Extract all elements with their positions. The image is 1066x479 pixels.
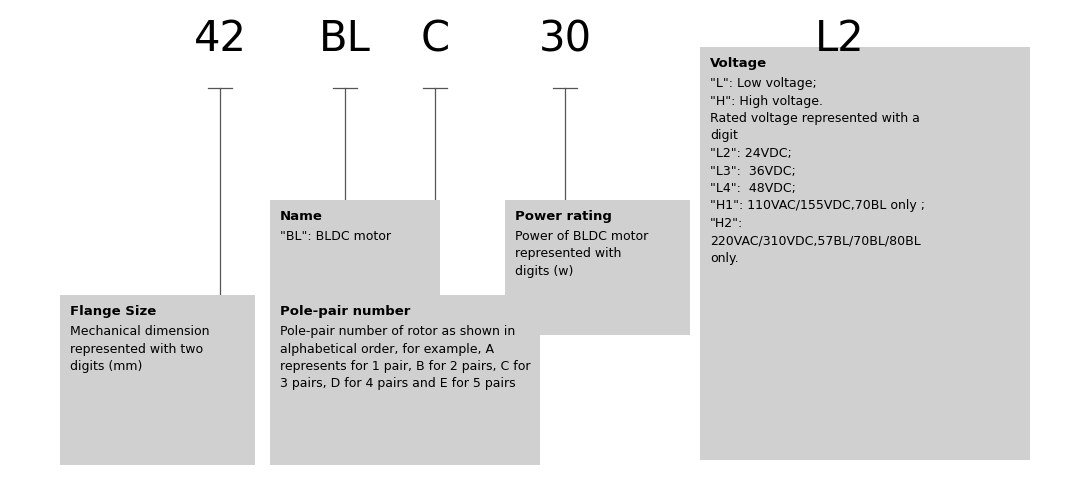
Text: 30: 30 (538, 18, 592, 60)
Text: BL: BL (319, 18, 371, 60)
FancyBboxPatch shape (270, 295, 540, 465)
FancyBboxPatch shape (700, 47, 1030, 460)
Text: Flange Size: Flange Size (70, 305, 157, 318)
Text: C: C (420, 18, 450, 60)
FancyBboxPatch shape (505, 200, 690, 335)
Text: Mechanical dimension
represented with two
digits (mm): Mechanical dimension represented with tw… (70, 325, 210, 373)
FancyBboxPatch shape (270, 200, 440, 315)
Text: Voltage: Voltage (710, 57, 768, 70)
Text: L2: L2 (815, 18, 865, 60)
FancyBboxPatch shape (60, 295, 255, 465)
Text: Power rating: Power rating (515, 210, 612, 223)
Text: Pole-pair number of rotor as shown in
alphabetical order, for example, A
represe: Pole-pair number of rotor as shown in al… (280, 325, 531, 390)
Text: Name: Name (280, 210, 323, 223)
Text: Pole-pair number: Pole-pair number (280, 305, 410, 318)
Text: 42: 42 (194, 18, 246, 60)
Text: "BL": BLDC motor: "BL": BLDC motor (280, 230, 391, 243)
Text: "L": Low voltage;
"H": High voltage.
Rated voltage represented with a
digit
"L2": "L": Low voltage; "H": High voltage. Rat… (710, 77, 925, 265)
Text: Power of BLDC motor
represented with
digits (w): Power of BLDC motor represented with dig… (515, 230, 648, 278)
